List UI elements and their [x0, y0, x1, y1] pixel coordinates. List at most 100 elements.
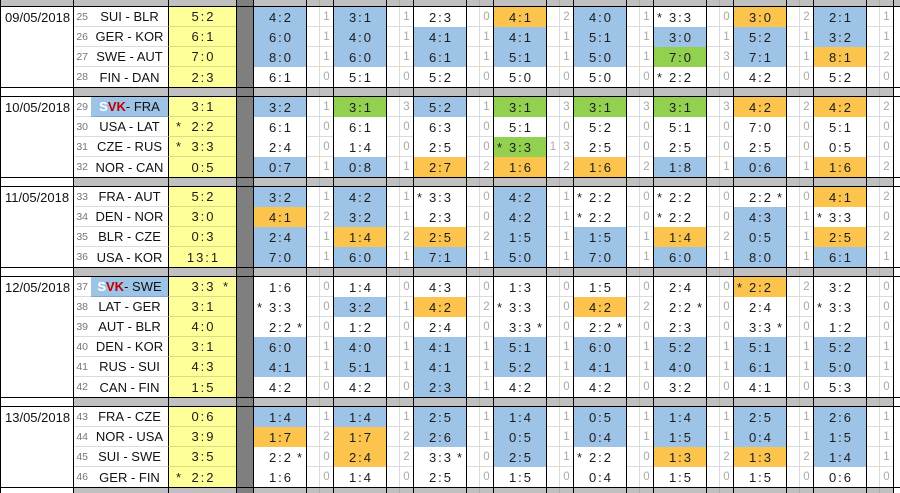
prediction-score-cell[interactable]: 5:0 — [493, 247, 547, 267]
prediction-score-cell[interactable]: 4:2 — [333, 377, 387, 397]
prediction-score-cell[interactable]: 2:5 — [493, 447, 547, 467]
points-cell-b[interactable]: 1 — [320, 247, 333, 267]
points-cell-a[interactable] — [387, 67, 400, 87]
points-cell-b[interactable]: 3 — [560, 137, 573, 157]
prediction-score-cell[interactable]: 4:2 — [253, 377, 307, 397]
prediction-score-cell[interactable]: 5:2 — [813, 337, 867, 357]
team-cell[interactable]: DEN - NOR — [91, 207, 168, 227]
points-cell-b[interactable]: 1 — [480, 27, 493, 47]
actual-score-cell[interactable]: * 3:3 — [168, 137, 236, 157]
points-cell-b[interactable]: 0 — [400, 137, 413, 157]
points-cell-b[interactable]: 2 — [480, 157, 493, 177]
points-cell-b[interactable]: 1 — [400, 27, 413, 47]
prediction-score-cell[interactable]: 4:2 — [813, 97, 867, 117]
points-cell-a[interactable] — [627, 137, 640, 157]
points-cell-b[interactable]: 1 — [640, 357, 653, 377]
points-cell-a[interactable] — [467, 227, 480, 247]
date-cell[interactable] — [0, 207, 74, 227]
points-cell-b[interactable]: 0 — [800, 187, 813, 207]
prediction-score-cell[interactable]: 5:1 — [333, 67, 387, 87]
prediction-score-cell[interactable]: 5:0 — [493, 67, 547, 87]
points-cell-b[interactable]: 1 — [560, 207, 573, 227]
prediction-score-cell[interactable]: 1:6 — [253, 467, 307, 487]
points-cell-a[interactable] — [547, 377, 560, 397]
team-cell[interactable]: FRA - CZE — [91, 407, 168, 427]
points-cell-b[interactable]: 0 — [320, 447, 333, 467]
points-cell-b[interactable]: 1 — [640, 227, 653, 247]
prediction-score-cell[interactable]: * 3:3 — [813, 297, 867, 317]
prediction-score-cell[interactable]: 3:2 — [333, 297, 387, 317]
points-cell-b[interactable]: 1 — [320, 27, 333, 47]
points-cell-a[interactable] — [787, 277, 800, 297]
points-cell-b[interactable]: 1 — [320, 187, 333, 207]
points-cell-b[interactable]: 0 — [800, 137, 813, 157]
prediction-score-cell[interactable]: 3:2 — [253, 97, 307, 117]
points-cell-b[interactable]: 1 — [880, 447, 893, 467]
prediction-score-cell[interactable]: 1:6 — [253, 277, 307, 297]
actual-score-cell[interactable]: * 2:2 — [168, 467, 236, 487]
points-cell-a[interactable] — [307, 447, 320, 467]
prediction-score-cell[interactable]: * 3:3 — [253, 297, 307, 317]
match-number-cell[interactable]: 30 — [74, 117, 91, 137]
date-cell[interactable] — [0, 137, 74, 157]
points-cell-b[interactable]: 1 — [800, 357, 813, 377]
points-cell-a[interactable] — [787, 117, 800, 137]
prediction-score-cell[interactable]: 6:0 — [333, 247, 387, 267]
points-cell-a[interactable] — [547, 357, 560, 377]
prediction-score-cell[interactable]: 0:4 — [573, 467, 627, 487]
points-cell-a[interactable] — [627, 117, 640, 137]
prediction-score-cell[interactable]: 7:1 — [733, 47, 787, 67]
points-cell-b[interactable]: 1 — [800, 27, 813, 47]
prediction-score-cell[interactable]: 2:3 — [413, 7, 467, 27]
points-cell-a[interactable] — [707, 447, 720, 467]
points-cell-a[interactable] — [467, 7, 480, 27]
match-number-cell[interactable]: 38 — [74, 297, 91, 317]
points-cell-b[interactable]: 1 — [560, 247, 573, 267]
points-cell-b[interactable]: 0 — [320, 317, 333, 337]
points-cell-b[interactable]: 1 — [560, 407, 573, 427]
points-cell-a[interactable] — [707, 337, 720, 357]
prediction-score-cell[interactable]: 0:4 — [733, 427, 787, 447]
points-cell-a[interactable] — [787, 377, 800, 397]
points-cell-a[interactable] — [387, 97, 400, 117]
points-cell-a[interactable] — [867, 27, 880, 47]
points-cell-a[interactable] — [787, 247, 800, 267]
points-cell-b[interactable]: 1 — [560, 27, 573, 47]
match-number-cell[interactable]: 27 — [74, 47, 91, 67]
points-cell-b[interactable]: 0 — [880, 377, 893, 397]
prediction-score-cell[interactable]: 3:2 — [333, 207, 387, 227]
points-cell-b[interactable]: 1 — [640, 337, 653, 357]
prediction-score-cell[interactable]: 1:8 — [653, 157, 707, 177]
points-cell-b[interactable]: 2 — [560, 157, 573, 177]
prediction-score-cell[interactable]: 2:5 — [413, 407, 467, 427]
match-number-cell[interactable]: 42 — [74, 377, 91, 397]
prediction-score-cell[interactable]: 0:7 — [253, 157, 307, 177]
prediction-score-cell[interactable]: 4:0 — [653, 357, 707, 377]
prediction-score-cell[interactable]: 5:2 — [733, 27, 787, 47]
points-cell-a[interactable] — [547, 27, 560, 47]
points-cell-b[interactable]: 1 — [480, 377, 493, 397]
points-cell-b[interactable]: 0 — [480, 137, 493, 157]
points-cell-b[interactable]: 0 — [400, 467, 413, 487]
points-cell-a[interactable] — [787, 7, 800, 27]
points-cell-a[interactable] — [547, 47, 560, 67]
prediction-score-cell[interactable]: 0:5 — [813, 137, 867, 157]
points-cell-b[interactable]: 0 — [720, 277, 733, 297]
points-cell-b[interactable]: 1 — [640, 247, 653, 267]
prediction-score-cell[interactable]: 4:2 — [253, 7, 307, 27]
prediction-score-cell[interactable]: 8:1 — [813, 47, 867, 67]
prediction-score-cell[interactable]: 1:5 — [653, 467, 707, 487]
date-cell[interactable] — [0, 157, 74, 177]
prediction-score-cell[interactable]: 3:1 — [333, 7, 387, 27]
points-cell-a[interactable] — [627, 317, 640, 337]
prediction-score-cell[interactable]: 4:2 — [573, 377, 627, 397]
prediction-score-cell[interactable]: 1:2 — [813, 317, 867, 337]
points-cell-a[interactable] — [307, 467, 320, 487]
points-cell-a[interactable] — [467, 27, 480, 47]
points-cell-a[interactable] — [787, 297, 800, 317]
points-cell-b[interactable]: 2 — [640, 297, 653, 317]
team-cell[interactable]: USA - KOR — [91, 247, 168, 267]
prediction-score-cell[interactable]: 4:1 — [413, 337, 467, 357]
prediction-score-cell[interactable]: 8:0 — [253, 47, 307, 67]
points-cell-a[interactable] — [387, 407, 400, 427]
